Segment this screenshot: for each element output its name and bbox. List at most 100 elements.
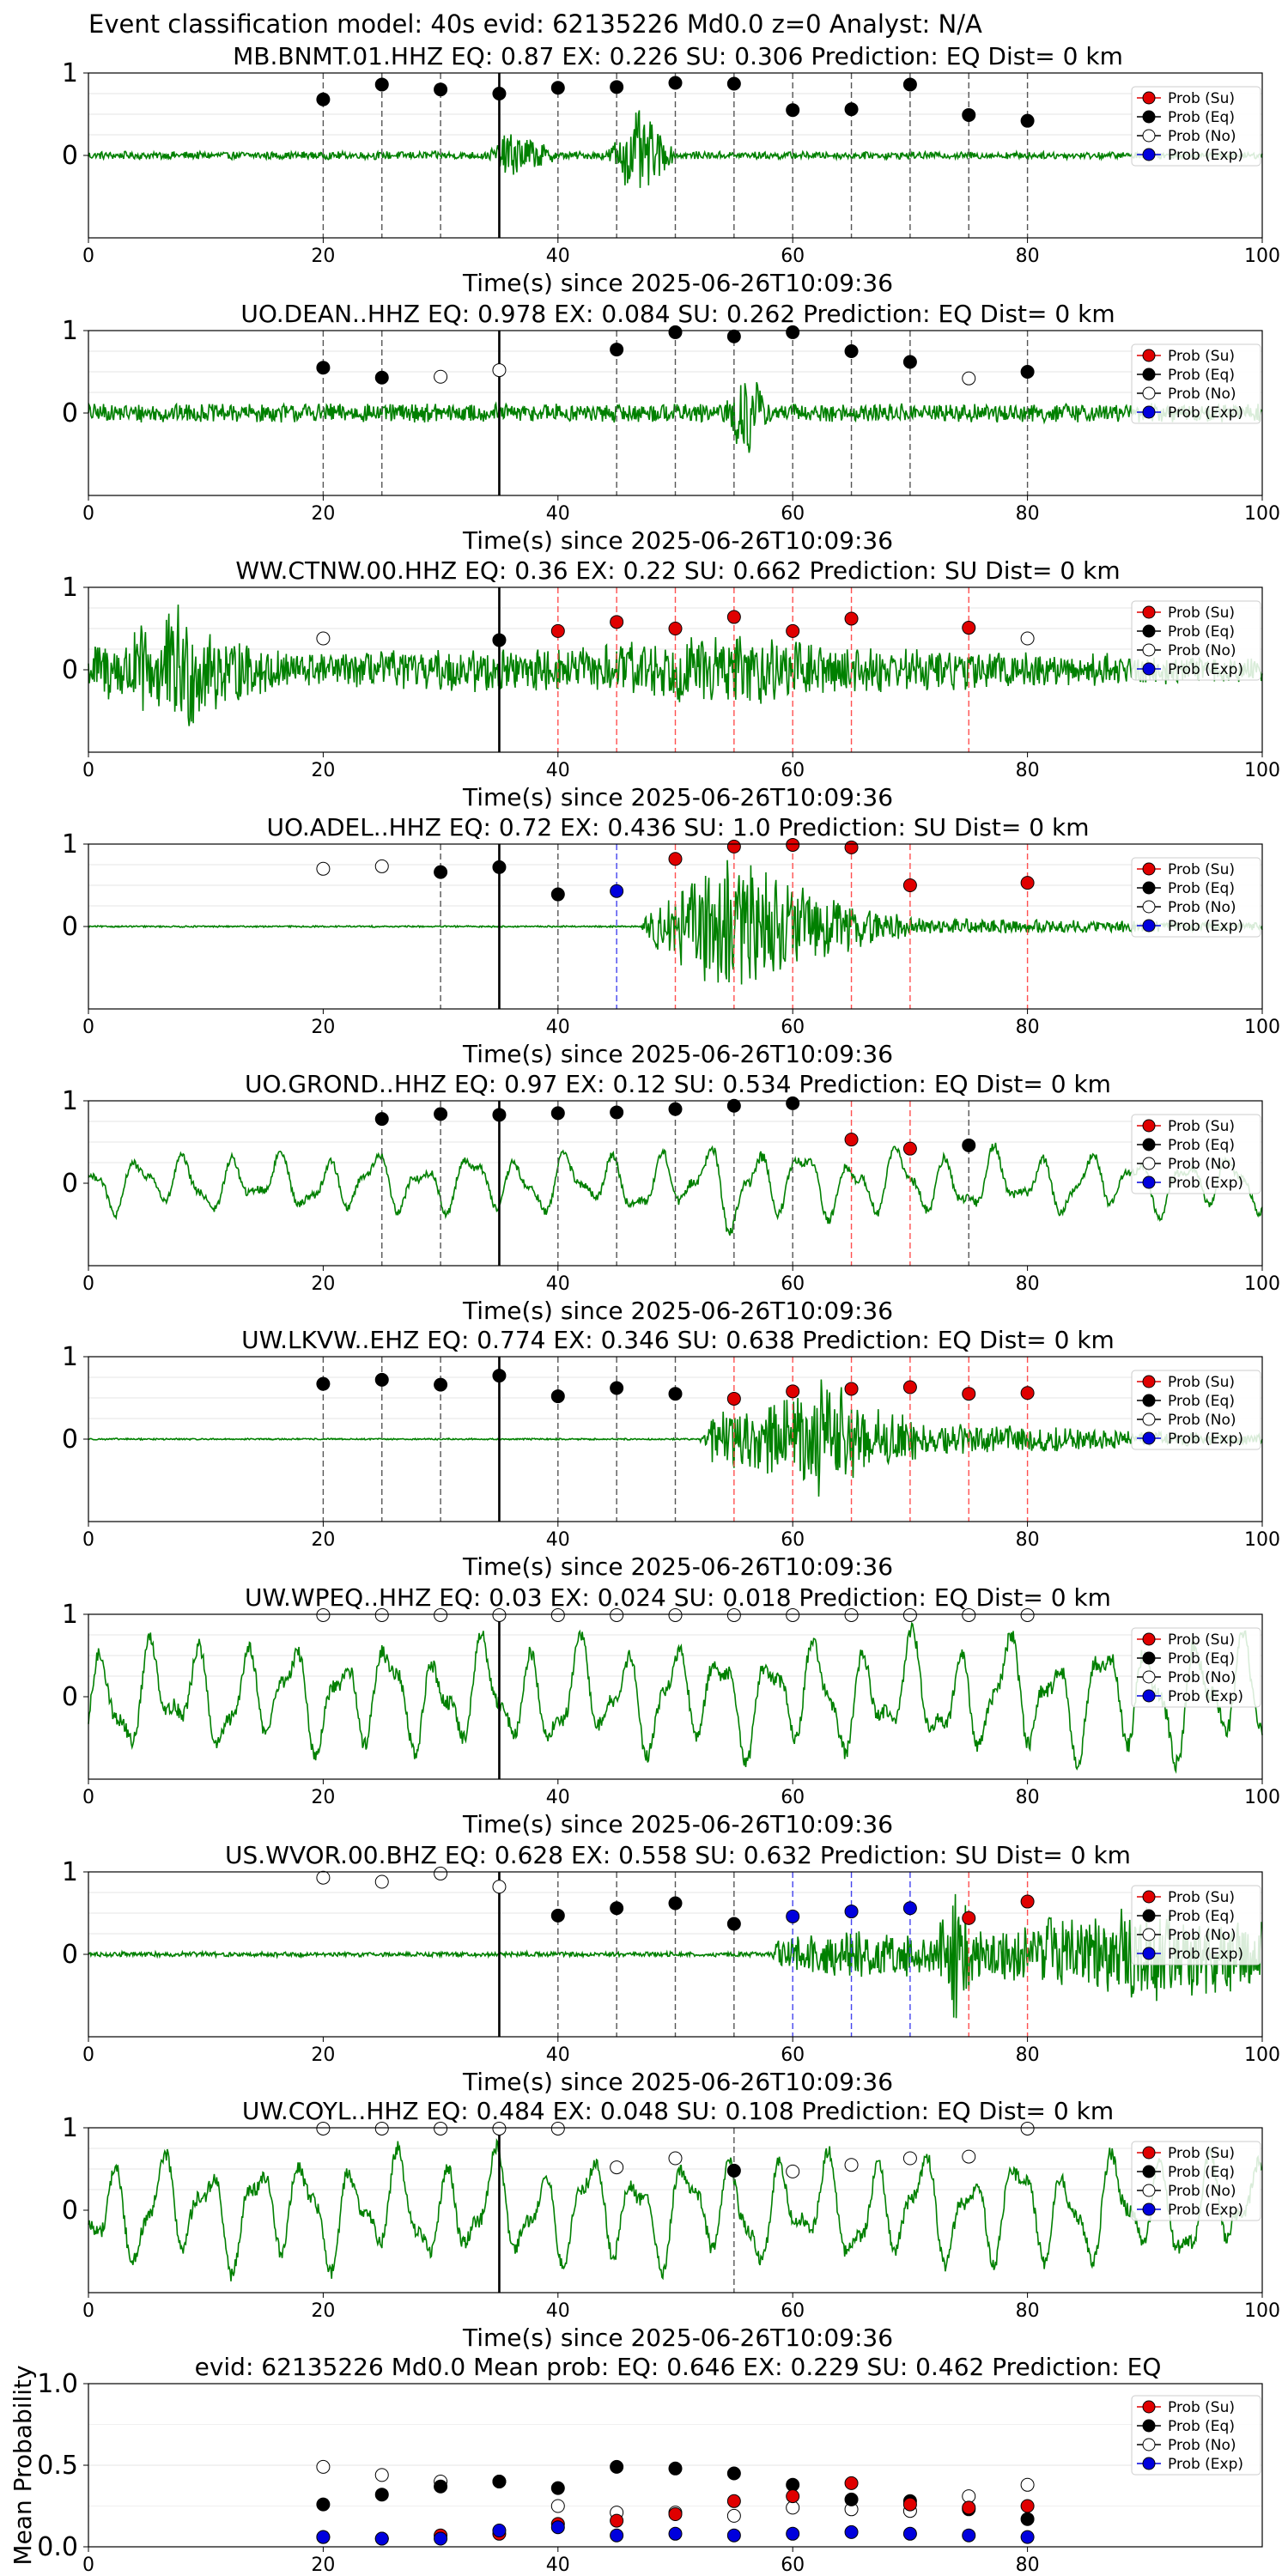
waveform-trace <box>88 605 1263 726</box>
probability-point <box>492 1880 507 1894</box>
mean-probability-point <box>1020 2499 1035 2513</box>
probability-point <box>726 1917 741 1931</box>
x-tick-label: 20 <box>311 1017 335 1038</box>
station-chart: UW.COYL..HHZ EQ: 0.484 EX: 0.048 SU: 0.1… <box>62 2097 1280 2352</box>
probability-point <box>962 2149 976 2164</box>
probability-point <box>374 77 389 92</box>
probability-point <box>726 76 741 91</box>
probability-point <box>374 1874 389 1889</box>
legend-marker <box>1142 129 1156 143</box>
x-axis-label: Time(s) since 2025-06-26T10:09:36 <box>462 1297 893 1325</box>
legend-frame <box>1131 2395 1261 2476</box>
probability-point <box>668 1387 683 1401</box>
legend-label: Prob (No) <box>1168 386 1236 403</box>
probability-point <box>668 325 683 339</box>
legend-marker <box>1142 91 1156 105</box>
station-chart: UO.DEAN..HHZ EQ: 0.978 EX: 0.084 SU: 0.2… <box>62 300 1280 555</box>
legend-marker <box>1142 1119 1156 1133</box>
legend-frame <box>1131 1370 1261 1450</box>
legend-marker <box>1142 919 1156 933</box>
mean-probability-point <box>550 2499 565 2513</box>
legend-marker <box>1142 1176 1156 1189</box>
station-chart: US.WVOR.00.BHZ EQ: 0.628 EX: 0.558 SU: 0… <box>62 1841 1280 2096</box>
chart-title: UW.WPEQ..HHZ EQ: 0.03 EX: 0.024 SU: 0.01… <box>245 1583 1111 1612</box>
x-tick-label: 60 <box>781 1529 805 1551</box>
legend-label: Prob (Su) <box>1168 861 1235 878</box>
legend-marker <box>1142 1928 1156 1941</box>
legend-marker <box>1142 662 1156 676</box>
probability-point <box>668 1607 683 1622</box>
probability-point <box>434 369 448 384</box>
plot-frame <box>88 1613 1263 1780</box>
mean-probability-point <box>962 2489 976 2504</box>
mean-probability-point <box>374 2531 389 2546</box>
y-tick-label: 0 <box>62 141 78 171</box>
mean-probability-point <box>726 2466 741 2481</box>
probability-point <box>610 1381 624 1395</box>
mean-probability-point <box>726 2494 741 2508</box>
x-tick-label: 0 <box>82 1787 94 1808</box>
mean-probability-point <box>902 2497 917 2512</box>
probability-point <box>1020 365 1035 379</box>
mean-probability-point <box>316 2530 331 2544</box>
probability-point <box>492 2121 507 2136</box>
y-axis-label: Mean Probability <box>9 2365 37 2565</box>
mean-probability-point <box>786 2500 800 2515</box>
x-tick-label: 40 <box>546 2300 570 2322</box>
mean-probability-point <box>668 2507 683 2521</box>
mean-probability-point <box>844 2492 859 2506</box>
legend-label: Prob (Eq) <box>1168 109 1235 126</box>
probability-point <box>902 878 917 892</box>
mean-probability-point <box>316 2459 331 2474</box>
x-tick-label: 40 <box>546 1273 570 1295</box>
waveform-trace <box>88 1893 1263 2019</box>
legend-frame <box>1131 1627 1261 1708</box>
x-tick-label: 60 <box>781 246 805 267</box>
probability-point <box>316 631 331 646</box>
probability-point <box>610 2160 624 2175</box>
probability-point <box>962 371 976 386</box>
mean-probability-point <box>726 2528 741 2543</box>
probability-point <box>786 1384 800 1399</box>
mean-probability-point <box>610 2459 624 2474</box>
x-tick-label: 0 <box>82 2044 94 2066</box>
x-axis-label: Time(s) since 2025-06-26T10:09:36 <box>462 2068 893 2096</box>
mean-probability-point <box>844 2476 859 2490</box>
legend-marker <box>1142 1375 1156 1388</box>
station-chart: WW.CTNW.00.HHZ EQ: 0.36 EX: 0.22 SU: 0.6… <box>62 556 1280 811</box>
probability-point <box>492 1369 507 1383</box>
legend: Prob (Su) Prob (Eq) Prob (No) Prob (Exp) <box>1131 1370 1261 1450</box>
x-tick-label: 80 <box>1016 2044 1040 2066</box>
x-tick-label: 60 <box>781 2044 805 2066</box>
y-tick-label: 1 <box>62 1342 78 1372</box>
probability-point <box>434 1607 448 1622</box>
probability-point <box>902 1901 917 1916</box>
legend-label: Prob (Eq) <box>1168 1393 1235 1410</box>
legend: Prob (Su) Prob (Eq) Prob (No) Prob (Exp) <box>1131 2395 1261 2476</box>
probability-point <box>786 623 800 638</box>
legend-label: Prob (Su) <box>1168 1118 1235 1135</box>
legend-label: Prob (Exp) <box>1168 661 1243 678</box>
y-tick-label: 0.5 <box>37 2451 78 2481</box>
chart-title: WW.CTNW.00.HHZ EQ: 0.36 EX: 0.22 SU: 0.6… <box>235 556 1120 585</box>
x-tick-label: 60 <box>781 1273 805 1295</box>
x-tick-label: 100 <box>1244 1529 1280 1551</box>
probability-point <box>550 1389 565 1404</box>
legend-marker <box>1142 2165 1156 2178</box>
x-tick-label: 20 <box>311 1787 335 1808</box>
probability-point <box>962 1607 976 1622</box>
legend: Prob (Su) Prob (Eq) Prob (No) Prob (Exp) <box>1131 1885 1261 1965</box>
probability-point <box>434 865 448 879</box>
x-axis-label: Time(s) since 2025-06-26T10:09:36 <box>462 1810 893 1838</box>
chart-title: UO.GROND..HHZ EQ: 0.97 EX: 0.12 SU: 0.53… <box>245 1070 1111 1098</box>
probability-point <box>962 1387 976 1401</box>
legend-label: Prob (Eq) <box>1168 880 1235 897</box>
x-tick-label: 60 <box>781 2300 805 2322</box>
legend-label: Prob (Exp) <box>1168 1688 1243 1705</box>
legend-label: Prob (Eq) <box>1168 623 1235 641</box>
legend-label: Prob (Exp) <box>1168 918 1243 935</box>
legend-marker <box>1142 386 1156 400</box>
legend: Prob (Su) Prob (Eq) Prob (No) Prob (Exp) <box>1131 857 1261 938</box>
x-tick-label: 60 <box>781 2555 805 2576</box>
legend-frame <box>1131 2141 1261 2221</box>
